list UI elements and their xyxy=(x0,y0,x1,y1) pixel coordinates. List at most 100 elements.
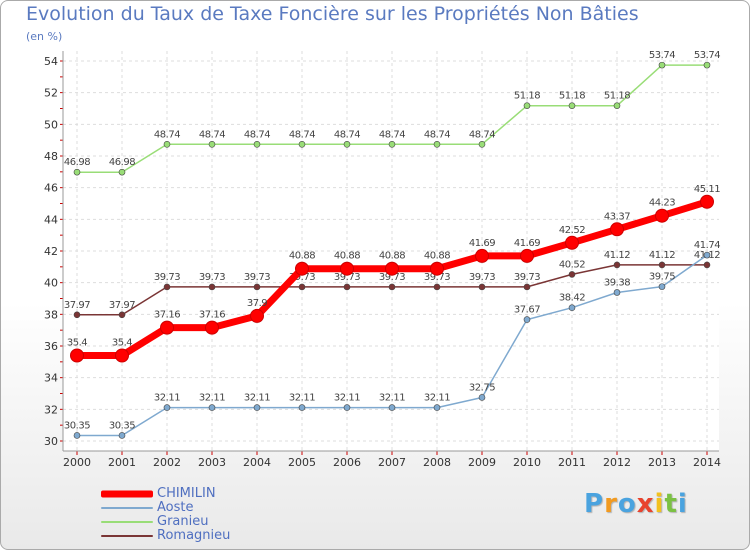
data-point-romagnieu xyxy=(73,311,81,319)
logo-letter: i xyxy=(677,489,688,519)
data-point-granieu xyxy=(163,140,171,148)
data-point-granieu xyxy=(658,61,666,69)
data-label-romagnieu: 39.73 xyxy=(199,272,225,283)
data-label-granieu: 46.98 xyxy=(109,157,135,168)
data-label-aoste: 37.67 xyxy=(514,305,540,316)
data-label-chimilin: 45.11 xyxy=(694,184,720,195)
data-point-aoste xyxy=(343,404,351,411)
data-label-aoste: 32.11 xyxy=(379,393,405,404)
logo-letter: t xyxy=(664,489,678,519)
data-point-chimilin xyxy=(295,261,309,276)
data-label-romagnieu: 40.52 xyxy=(559,259,585,270)
legend-swatch xyxy=(101,507,153,509)
data-label-romagnieu: 39.73 xyxy=(424,272,450,283)
data-point-aoste xyxy=(298,404,306,411)
data-label-aoste: 32.11 xyxy=(334,393,360,404)
data-label-romagnieu: 37.97 xyxy=(64,300,90,311)
y-tick-label: 38 xyxy=(44,308,58,321)
data-label-chimilin: 40.88 xyxy=(289,251,315,262)
data-label-romagnieu: 39.73 xyxy=(244,272,270,283)
x-tick-label: 2002 xyxy=(153,456,181,469)
data-label-romagnieu: 37.97 xyxy=(109,300,135,311)
data-label-granieu: 51.18 xyxy=(514,91,540,102)
data-point-granieu xyxy=(478,140,486,148)
legend-swatch xyxy=(101,521,153,523)
x-tick-label: 2005 xyxy=(288,456,316,469)
data-point-romagnieu xyxy=(298,283,306,291)
legend-swatch xyxy=(101,535,153,537)
x-tick-label: 2003 xyxy=(198,456,226,469)
y-tick-label: 50 xyxy=(44,118,58,131)
y-tick-label: 48 xyxy=(44,150,58,163)
y-tick-label: 54 xyxy=(44,55,58,68)
data-label-romagnieu: 39.73 xyxy=(334,272,360,283)
y-tick-label: 36 xyxy=(44,340,58,353)
y-tick-label: 40 xyxy=(44,277,58,290)
data-label-aoste: 32.11 xyxy=(289,393,315,404)
data-label-romagnieu: 41.12 xyxy=(604,250,630,261)
data-point-chimilin xyxy=(430,261,444,276)
data-point-aoste xyxy=(568,304,576,311)
data-point-romagnieu xyxy=(253,283,261,291)
data-label-chimilin: 43.37 xyxy=(604,211,630,222)
data-point-chimilin xyxy=(250,308,264,323)
data-label-granieu: 48.74 xyxy=(469,129,495,140)
data-label-aoste: 32.11 xyxy=(424,393,450,404)
data-label-aoste: 32.11 xyxy=(154,393,180,404)
data-label-granieu: 48.74 xyxy=(379,129,405,140)
data-point-aoste xyxy=(163,404,171,411)
data-label-aoste: 41.74 xyxy=(694,240,720,251)
x-tick-label: 2008 xyxy=(423,456,451,469)
data-point-romagnieu xyxy=(208,283,216,291)
data-label-chimilin: 37.9 xyxy=(247,298,267,309)
data-point-granieu xyxy=(523,102,531,109)
data-label-granieu: 53.74 xyxy=(649,50,675,61)
legend-label: Granieu xyxy=(157,514,209,529)
logo-letter: r xyxy=(604,489,618,519)
data-point-aoste xyxy=(478,394,486,401)
data-label-chimilin: 37.16 xyxy=(154,310,180,321)
data-label-aoste: 32.11 xyxy=(199,393,225,404)
data-label-chimilin: 40.88 xyxy=(424,251,450,262)
data-label-romagnieu: 39.73 xyxy=(514,272,540,283)
data-point-granieu xyxy=(253,140,261,148)
data-point-chimilin xyxy=(655,208,669,223)
chart-title: Evolution du Taux de Taxe Foncière sur l… xyxy=(26,3,639,25)
data-point-romagnieu xyxy=(163,283,171,291)
data-point-chimilin xyxy=(115,348,129,363)
data-point-granieu xyxy=(73,168,81,176)
data-label-aoste: 32.75 xyxy=(469,382,495,393)
data-point-romagnieu xyxy=(343,283,351,291)
data-label-granieu: 48.74 xyxy=(289,129,315,140)
x-tick-label: 2012 xyxy=(603,456,631,469)
data-point-aoste xyxy=(388,404,396,411)
data-label-romagnieu: 39.73 xyxy=(379,272,405,283)
y-tick-label: 34 xyxy=(44,372,58,385)
data-label-chimilin: 40.88 xyxy=(379,251,405,262)
legend-swatch xyxy=(101,490,153,498)
data-label-granieu: 48.74 xyxy=(424,129,450,140)
y-tick-label: 32 xyxy=(44,403,58,416)
data-label-aoste: 38.42 xyxy=(559,293,585,304)
x-tick-label: 2013 xyxy=(648,456,676,469)
data-label-granieu: 46.98 xyxy=(64,157,90,168)
data-label-romagnieu: 39.73 xyxy=(469,272,495,283)
data-label-chimilin: 35.4 xyxy=(67,338,87,349)
data-point-granieu xyxy=(298,140,306,148)
data-point-granieu xyxy=(613,102,621,109)
y-tick-label: 44 xyxy=(44,213,58,226)
data-point-aoste xyxy=(523,316,531,323)
data-point-romagnieu xyxy=(658,261,666,269)
x-tick-label: 2007 xyxy=(378,456,406,469)
legend-label: Aoste xyxy=(157,500,194,515)
data-point-romagnieu xyxy=(118,311,126,319)
legend-label: Romagnieu xyxy=(157,528,231,543)
data-point-chimilin xyxy=(700,194,714,209)
data-point-granieu xyxy=(568,102,576,109)
data-point-chimilin xyxy=(610,222,624,237)
x-tick-label: 2010 xyxy=(513,456,541,469)
x-tick-label: 2000 xyxy=(63,456,91,469)
data-label-aoste: 30.35 xyxy=(64,420,90,431)
